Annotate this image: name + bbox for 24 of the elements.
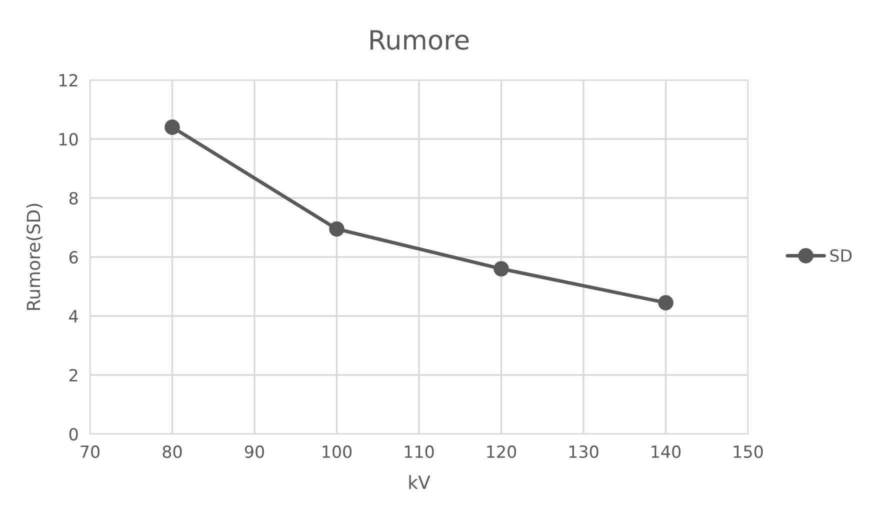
point: [658, 295, 674, 310]
y-tick-label: 0: [69, 428, 78, 441]
point: [494, 261, 509, 276]
legend-label: SD: [830, 249, 852, 262]
y-tick-label: 2: [70, 368, 78, 382]
chart-title: Rumore: [370, 30, 469, 50]
x-tick-label: 90: [244, 445, 264, 458]
y-tick-label: 8: [69, 192, 78, 205]
y-tick-label: 12: [60, 74, 78, 86]
y-axis-title: Rumore(SD): [26, 204, 42, 310]
x-tick-label: 150: [734, 445, 763, 458]
x-axis-title: kV: [409, 475, 430, 489]
y-tick-label: 6: [69, 250, 78, 264]
y-tick-label: 10: [60, 132, 78, 146]
x-tick-label: 140: [652, 445, 681, 458]
x-tick-label: 120: [487, 445, 516, 458]
y-tick-label: 4: [69, 310, 78, 322]
x-tick-label: 130: [569, 445, 598, 458]
x-tick-label: 70: [80, 445, 100, 458]
point: [329, 221, 344, 237]
x-tick-label: 100: [322, 445, 352, 458]
x-tick-label: 80: [162, 445, 182, 458]
x-tick-label: 110: [404, 445, 434, 458]
point: [164, 120, 180, 135]
